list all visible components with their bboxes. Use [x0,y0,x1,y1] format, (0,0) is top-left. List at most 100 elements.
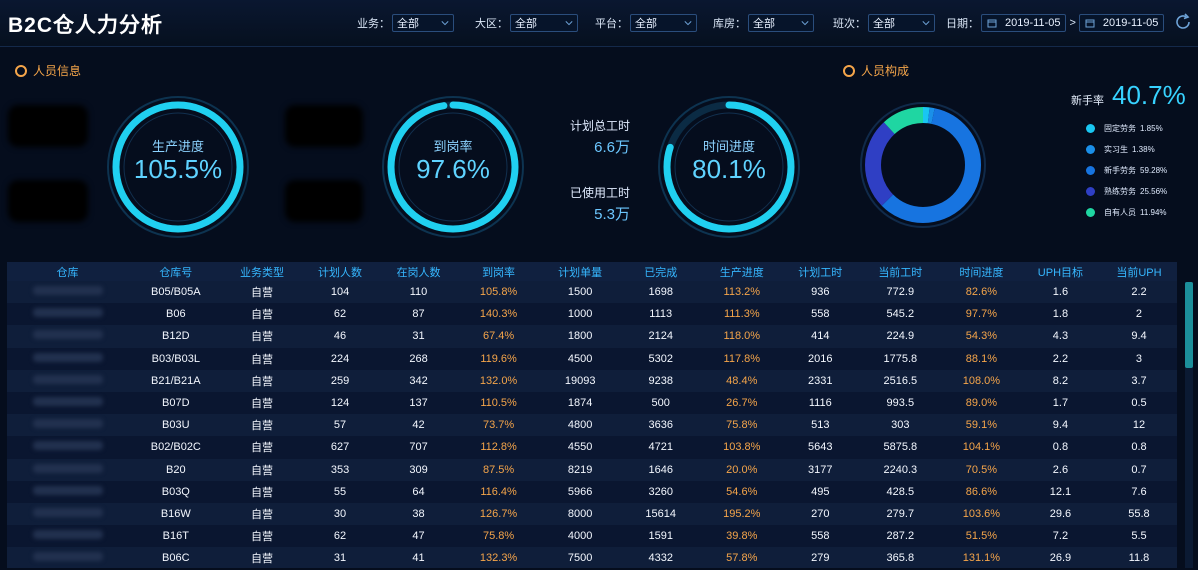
novice-rate: 新手率 40.7% [1071,80,1186,111]
table-cell: 70.5% [942,458,1020,481]
table-row[interactable]: B16W 自营 30 38 126.7% 8000 15614 195.2% 270 279.7 1… [7,502,1177,526]
table-cell: 7.6 [1100,480,1177,503]
table-row[interactable]: B16T 自营 62 47 75.8% 4000 1591 39.8% 558 287.2 51.5… [7,525,1177,548]
table-cell: 9.4 [1100,325,1177,348]
planned-hours-value: 6.6万 [594,139,630,156]
column-header[interactable]: 仓库号 [128,262,224,281]
column-header[interactable]: 计划人数 [300,262,380,281]
table-cell: 自营 [223,369,301,392]
redacted-warehouse-name [32,330,103,340]
table-row[interactable]: B12D 自营 46 31 67.4% 1800 2124 118.0% 414 224.9 54.… [7,325,1177,348]
section-staff-info: 人员信息 [15,62,81,79]
calendar-icon [1085,19,1095,28]
table-cell: 29.6 [1019,502,1101,526]
filter-region-value: 全部 [515,18,537,30]
table-row[interactable]: B06 自营 62 87 140.3% 1000 1113 111.3% 558 545.2 97.… [7,303,1177,326]
table-cell: 707 [379,436,458,459]
column-header[interactable]: 生产进度 [700,262,783,281]
filter-business-select[interactable]: 全部 [392,14,454,32]
filter-region-select[interactable]: 全部 [510,14,578,32]
table-cell: 26.9 [1019,547,1101,568]
table-row[interactable]: B21/B21A 自营 259 342 132.0% 19093 9238 48.4% 2331… [7,369,1177,392]
table-row[interactable]: B02/B02C 自营 627 707 112.8% 4550 4721 103.8% 5643… [7,436,1177,459]
table-cell: 2.2 [1100,281,1177,304]
column-header[interactable]: 到岗率 [457,262,540,281]
table-cell: 59.1% [942,414,1020,437]
gauge-value: 105.5% [133,154,223,184]
table-cell: 2.6 [1019,458,1101,481]
table-cell: 31 [300,547,380,568]
table-cell: 105.8% [457,281,540,304]
legend-item: 实习生 1.38% [1086,139,1167,160]
donut-segment[interactable] [865,107,981,223]
legend-swatch [1086,187,1095,196]
table-cell: 4721 [620,436,701,459]
redacted-warehouse-name [32,308,103,318]
table-cell: 5875.8 [857,436,943,459]
gauge-label: 生产进度 [151,139,204,154]
table-cell: 8.2 [1019,369,1101,392]
table-cell: 103.6% [942,502,1020,526]
filter-warehouse-select[interactable]: 全部 [748,14,814,32]
date-range: 日期： 2019-11-05 > 2019-11-05 [946,13,1165,33]
table-cell: 287.2 [857,525,943,548]
scrollbar[interactable] [1185,282,1193,568]
table-cell: 224 [300,347,380,370]
column-header[interactable]: 在岗人数 [379,262,458,281]
table-cell: 3260 [620,480,701,503]
table-cell: 62 [300,303,380,326]
table-row[interactable]: B03/B03L 自营 224 268 119.6% 4500 5302 117.8% 2016… [7,347,1177,370]
date-from-picker[interactable]: 2019-11-05 [981,14,1067,32]
column-header[interactable]: 当前UPH [1100,262,1177,281]
table-cell: 1698 [620,281,701,304]
table-cell: 39.8% [700,525,783,548]
column-header[interactable]: 当前工时 [857,262,943,281]
planned-hours-label: 计划总工时 [569,119,630,133]
circle-icon [15,64,27,77]
table-row[interactable]: B03U 自营 57 42 73.7% 4800 3636 75.8% 513 303 59.1% 9… [7,414,1177,437]
table-cell: 89.0% [942,391,1020,415]
refresh-icon[interactable] [1173,12,1193,32]
gauge-label: 时间进度 [702,139,755,154]
column-header[interactable]: 已完成 [620,262,701,281]
table-cell [7,414,129,437]
table-row[interactable]: B06C 自营 31 41 132.3% 7500 4332 57.8% 279 365.8 131… [7,547,1177,568]
table-cell: 38 [379,502,458,526]
scrollbar-thumb[interactable] [1185,282,1193,368]
column-header[interactable]: 计划单量 [539,262,621,281]
table-cell: 353 [300,458,380,481]
table-cell: 342 [379,369,458,392]
table-cell: 1000 [539,303,621,326]
table-cell: 30 [300,502,380,526]
table-cell: 87 [379,303,458,326]
table-cell: 3177 [782,458,858,481]
table-cell: 428.5 [857,480,943,503]
column-header[interactable]: 计划工时 [782,262,858,281]
table-cell: 5.5 [1100,525,1177,548]
table-cell: 55 [300,480,380,503]
date-from-value: 2019-11-05 [1005,17,1061,29]
donut-segment[interactable] [865,107,981,223]
column-header[interactable]: 仓库 [7,262,129,281]
table-cell [7,391,129,415]
column-header[interactable]: 业务类型 [223,262,301,281]
table-cell: 88.1% [942,347,1020,370]
page-title: B2C仓人力分析 [8,14,164,37]
column-header[interactable]: UPH目标 [1019,262,1101,281]
donut-segment[interactable] [865,107,981,223]
table-cell: B02/B02C [128,436,224,459]
filter-platform: 平台： 全部 [595,13,697,33]
table-cell: 116.4% [457,480,540,503]
date-to-picker[interactable]: 2019-11-05 [1078,14,1165,32]
column-header[interactable]: 时间进度 [942,262,1020,281]
filter-platform-select[interactable]: 全部 [630,14,697,32]
filter-shift-select[interactable]: 全部 [868,14,935,32]
table-row[interactable]: B07D 自营 124 137 110.5% 1874 500 26.7% 1116 993.5 8… [7,391,1177,415]
table-row[interactable]: B03Q 自营 55 64 116.4% 5966 3260 54.6% 495 428.5 86.… [7,480,1177,503]
table-row[interactable]: B05/B05A 自营 104 110 105.8% 1500 1698 113.2% 936 7… [7,281,1177,304]
table-row[interactable]: B20 自营 353 309 87.5% 8219 1646 20.0% 3177 2240.3 7… [7,458,1177,481]
table-cell: 67.4% [457,325,540,348]
table-cell: 0.8 [1100,436,1177,459]
legend-swatch [1086,124,1095,133]
used-hours-label: 已使用工时 [569,186,630,200]
